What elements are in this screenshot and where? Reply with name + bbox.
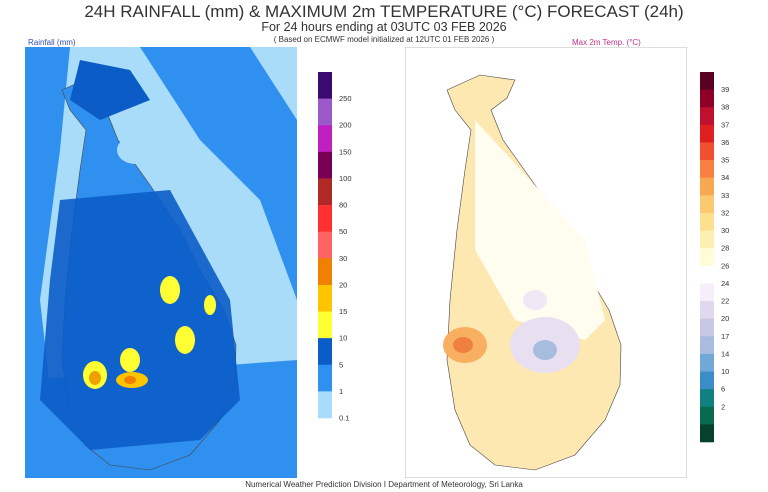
colorbar-bin: [700, 195, 714, 214]
colorbar-bin: [700, 283, 714, 302]
colorbar-bin: [318, 311, 332, 339]
colorbar-bin: [700, 177, 714, 196]
colorbar-label: 80: [339, 201, 347, 210]
colorbar-label: 0.1: [339, 414, 349, 423]
colorbar-bin: [318, 98, 332, 126]
colorbar-bin: [700, 248, 714, 267]
colorbar-bin: [318, 151, 332, 179]
colorbar-label: 150: [339, 147, 352, 156]
colorbar-bin: [700, 72, 714, 90]
colorbar-bin: [318, 284, 332, 312]
colorbar-bin: [318, 258, 332, 286]
colorbar-bin: [700, 212, 714, 231]
colorbar-bin: [700, 389, 714, 408]
colorbar-label: 32: [721, 208, 729, 217]
colorbar-label: 1: [339, 387, 343, 396]
colorbar-label: 10: [339, 334, 347, 343]
colorbar-label: 38: [721, 103, 729, 112]
rainfall-panel-label: Rainfall (mm): [28, 38, 76, 47]
colorbar-bin: [318, 72, 332, 99]
colorbar-label: 2: [721, 402, 725, 411]
colorbar-label: 37: [721, 120, 729, 129]
colorbar-label: 20: [339, 280, 347, 289]
colorbar-bin: [318, 391, 332, 419]
temperature-colorbar: 39 38 37 36 35 34 33 32 30 28 26 24 22 20 17 14 10 6 2: [700, 72, 729, 443]
colorbar-label: 33: [721, 191, 729, 200]
colorbar-label: 17: [721, 332, 729, 341]
colorbar-bin: [318, 205, 332, 232]
colorbar-label: 200: [339, 121, 352, 130]
colorbar-label: 15: [339, 307, 347, 316]
colorbar-bin: [700, 142, 714, 161]
colorbar-bin: [700, 301, 714, 319]
colorbar-bin: [318, 364, 332, 392]
page-title: 24H RAINFALL (mm) & MAXIMUM 2m TEMPERATU…: [84, 2, 684, 21]
colorbar-bin: [700, 230, 714, 249]
colorbar-label: 26: [721, 261, 729, 270]
colorbar-bin: [700, 124, 714, 143]
colorbar-label: 30: [339, 254, 347, 263]
colorbar-label: 50: [339, 227, 347, 236]
colorbar-bin: [318, 125, 332, 153]
colorbar-bin: [318, 338, 332, 366]
colorbar-label: 39: [721, 85, 729, 94]
colorbar-label: 24: [721, 279, 729, 288]
forecast-period: For 24 hours ending at 03UTC 03 FEB 2026: [261, 20, 507, 34]
colorbar-label: 100: [339, 174, 352, 183]
colorbar-bin: [700, 424, 714, 443]
rainfall-map: [25, 47, 297, 478]
colorbar-bin: [700, 371, 714, 390]
colorbar-bin: [700, 318, 714, 337]
colorbar-bin: [318, 231, 332, 259]
colorbar-label: 20: [721, 314, 729, 323]
colorbar-bin: [700, 265, 714, 284]
colorbar-bin: [700, 107, 714, 126]
colorbar-label: 250: [339, 94, 352, 103]
rainfall-colorbar: 250 200 150 100 80 50 30 20 15 10 5 1 0.1: [318, 72, 352, 423]
colorbar-label: 35: [721, 156, 729, 165]
colorbar-label: 14: [721, 349, 729, 358]
colorbar-bin: [700, 353, 714, 372]
colorbar-label: 30: [721, 226, 729, 235]
colorbar-label: 34: [721, 173, 729, 182]
temperature-panel-label: Max 2m Temp. (°C): [572, 38, 641, 47]
model-note: ( Based on ECMWF model initialized at 12…: [273, 35, 495, 44]
colorbar-label: 22: [721, 297, 729, 306]
colorbar-label: 5: [339, 360, 343, 369]
colorbar-label: 10: [721, 367, 729, 376]
footer-credit: Numerical Weather Prediction Division I …: [245, 480, 523, 489]
colorbar-label: 36: [721, 138, 729, 147]
colorbar-bin: [700, 160, 714, 179]
colorbar-bin: [318, 178, 332, 206]
colorbar-bin: [700, 336, 714, 355]
temperature-map: [405, 47, 687, 478]
colorbar-label: 6: [721, 385, 725, 394]
colorbar-label: 28: [721, 244, 729, 253]
colorbar-bin: [700, 89, 714, 108]
colorbar-bin: [700, 406, 714, 425]
